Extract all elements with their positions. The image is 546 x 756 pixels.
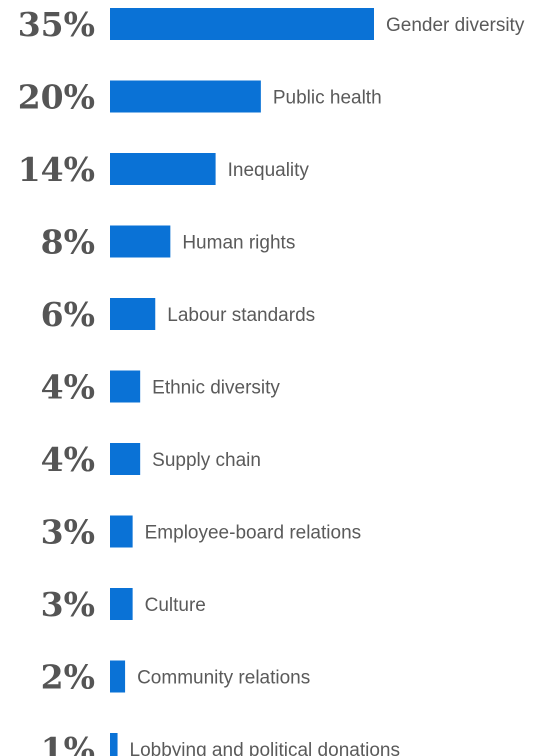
bar xyxy=(110,370,141,403)
bar-row: 14% Inequality xyxy=(18,150,310,189)
bar xyxy=(110,588,133,620)
bar-row: 35% Gender diversity xyxy=(18,5,525,44)
bar-row: 3% Culture xyxy=(41,585,206,624)
category-label: Culture xyxy=(145,595,206,616)
value-label: 4% xyxy=(41,368,95,407)
category-label: Human rights xyxy=(182,233,295,254)
category-label: Gender diversity xyxy=(386,15,525,36)
bar-row: 4% Ethnic diversity xyxy=(41,368,281,407)
value-label: 4% xyxy=(41,440,95,479)
bar-row: 1% Lobbying and political donations xyxy=(41,730,400,756)
category-label: Inequality xyxy=(228,160,310,181)
bar xyxy=(110,8,374,40)
bar-row: 3% Employee-board relations xyxy=(41,513,361,552)
category-label: Lobbying and political donations xyxy=(130,740,400,756)
bar-row: 6% Labour standards xyxy=(41,295,315,334)
value-label: 8% xyxy=(41,223,95,262)
bar-row: 4% Supply chain xyxy=(41,440,261,479)
bar-row: 20% Public health xyxy=(18,78,382,117)
bar xyxy=(110,298,156,330)
bar xyxy=(110,80,261,113)
category-label: Public health xyxy=(273,88,382,109)
category-label: Labour standards xyxy=(167,305,315,326)
category-label: Ethnic diversity xyxy=(152,378,280,399)
bar xyxy=(110,225,171,258)
bar-row: 8% Human rights xyxy=(41,223,296,262)
value-label: 1% xyxy=(41,730,95,756)
value-label: 6% xyxy=(41,295,95,334)
bar xyxy=(110,515,133,548)
value-label: 2% xyxy=(41,658,95,697)
category-label: Supply chain xyxy=(152,450,261,471)
bar xyxy=(110,660,126,693)
category-label: Employee-board relations xyxy=(145,523,362,544)
bar-row: 2% Community relations xyxy=(41,658,311,697)
bar xyxy=(110,153,216,185)
value-label: 14% xyxy=(18,150,95,189)
value-label: 3% xyxy=(41,585,95,624)
category-label: Community relations xyxy=(137,668,310,689)
bar xyxy=(110,443,141,475)
value-label: 20% xyxy=(18,78,95,117)
value-label: 3% xyxy=(41,513,95,552)
value-label: 35% xyxy=(18,5,95,44)
bar xyxy=(110,733,118,756)
